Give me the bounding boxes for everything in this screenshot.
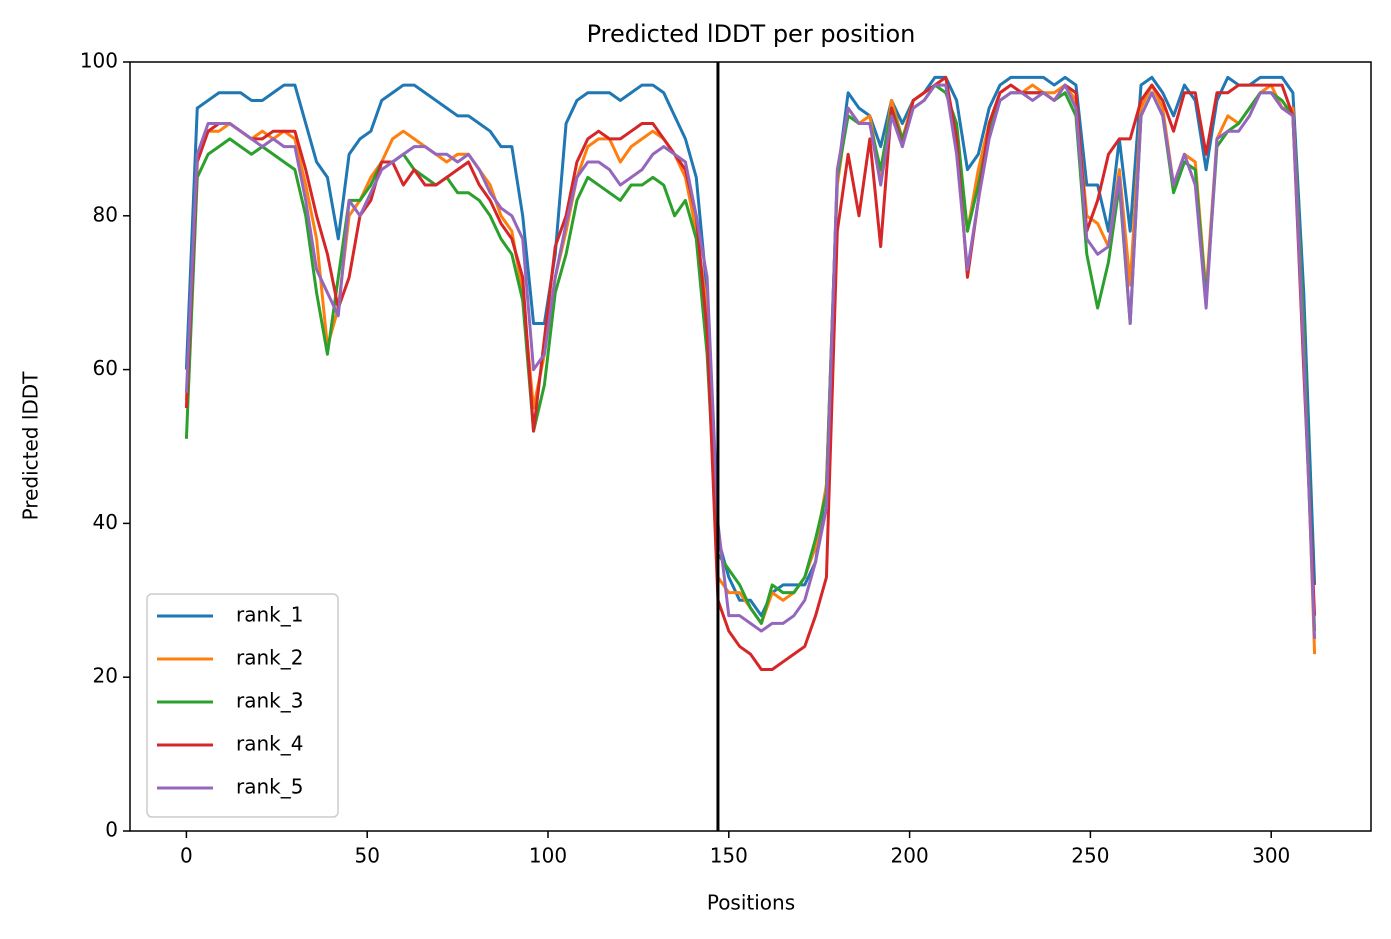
legend-label: rank_4	[236, 732, 303, 756]
y-tick-label: 100	[80, 49, 118, 73]
x-tick-label: 150	[710, 844, 748, 868]
chart-title: Predicted lDDT per position	[587, 20, 916, 48]
x-tick-label: 250	[1071, 844, 1109, 868]
legend-label: rank_1	[236, 603, 303, 627]
series-line	[184, 75, 1317, 618]
y-axis-label: Predicted lDDT	[19, 371, 43, 521]
y-tick-label: 40	[93, 510, 118, 534]
x-tick-label: 300	[1252, 844, 1290, 868]
legend-box	[146, 593, 339, 818]
plot-frame	[129, 61, 1372, 832]
series-line	[184, 83, 1317, 639]
x-axis-label: Positions	[707, 891, 795, 915]
x-tick-label: 200	[891, 844, 929, 868]
y-tick-label: 0	[105, 818, 118, 842]
legend-label: rank_2	[236, 646, 303, 670]
x-tick-label: 100	[529, 844, 567, 868]
y-tick-label: 20	[93, 664, 118, 688]
y-tick-label: 80	[93, 202, 118, 226]
y-tick-label: 60	[93, 356, 118, 380]
legend-label: rank_3	[236, 689, 303, 713]
x-tick-label: 50	[354, 844, 379, 868]
x-tick-label: 0	[180, 844, 193, 868]
legend-label: rank_5	[236, 775, 303, 799]
